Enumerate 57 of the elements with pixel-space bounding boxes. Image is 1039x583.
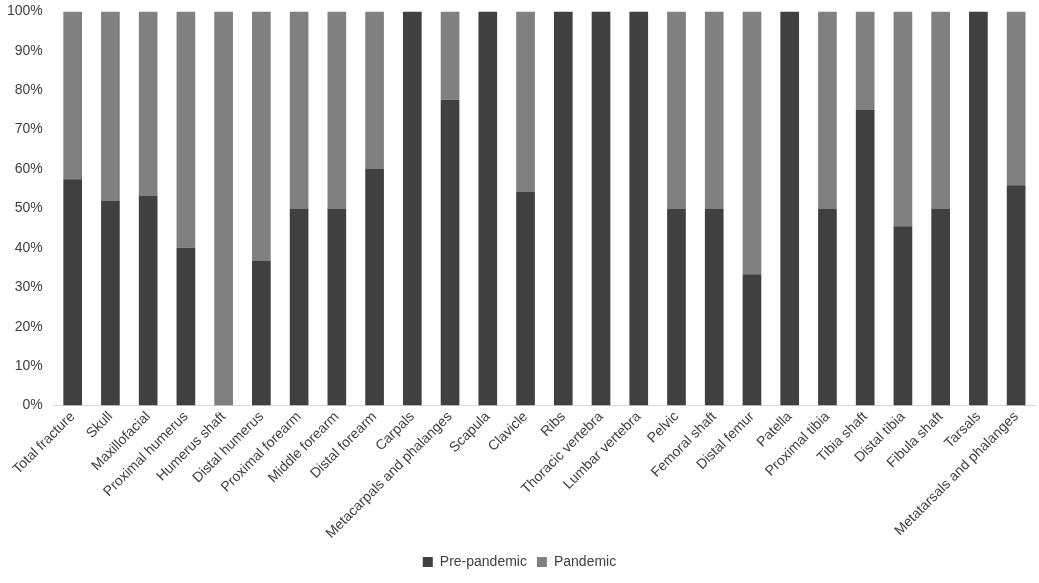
bar — [327, 11, 347, 209]
bar — [704, 208, 724, 406]
y-tick-label: 90% — [14, 41, 43, 58]
bar — [931, 208, 950, 406]
bar — [1006, 11, 1026, 186]
bar — [591, 11, 611, 406]
y-tick-label: 40% — [14, 238, 43, 255]
bar — [553, 11, 573, 406]
bar — [780, 11, 800, 406]
bar — [440, 99, 460, 406]
legend-label: Pandemic — [553, 552, 617, 569]
bar — [667, 208, 686, 406]
bar — [704, 11, 724, 209]
bar — [931, 11, 950, 209]
bar — [402, 11, 422, 406]
bar — [63, 179, 83, 406]
bar — [101, 200, 120, 406]
bar — [969, 11, 988, 406]
bar — [176, 247, 196, 406]
y-tick-label: 60% — [14, 159, 43, 176]
bar — [667, 11, 686, 209]
bar — [893, 226, 913, 406]
bar — [855, 11, 875, 110]
bar — [1006, 185, 1026, 406]
bar — [214, 11, 233, 406]
y-tick-label: 50% — [14, 199, 43, 216]
bar — [289, 11, 309, 209]
y-tick-label: 100% — [6, 2, 43, 19]
y-tick-label: 10% — [14, 356, 43, 373]
bar — [138, 195, 158, 406]
bar — [818, 208, 837, 406]
bar — [289, 208, 309, 406]
y-tick-label: 0% — [22, 396, 43, 413]
legend-label: Pre-pandemic — [439, 552, 527, 569]
bar — [818, 11, 837, 209]
bar — [63, 11, 83, 180]
bar — [440, 11, 460, 100]
bar — [893, 11, 913, 227]
bar — [176, 11, 196, 248]
bar — [516, 191, 535, 406]
bar — [855, 109, 875, 406]
bar — [478, 11, 498, 406]
bar — [327, 208, 347, 406]
bar — [365, 11, 384, 170]
bar — [365, 169, 384, 406]
bar — [138, 11, 158, 196]
y-tick-label: 80% — [14, 81, 43, 98]
bar — [252, 260, 271, 406]
bar — [742, 11, 762, 275]
bar — [252, 11, 271, 261]
bar — [516, 11, 535, 192]
y-tick-label: 20% — [14, 317, 43, 334]
bar — [742, 274, 762, 406]
bar — [101, 11, 120, 201]
bar — [629, 11, 649, 406]
y-tick-label: 70% — [14, 120, 43, 137]
y-tick-label: 30% — [14, 278, 43, 295]
